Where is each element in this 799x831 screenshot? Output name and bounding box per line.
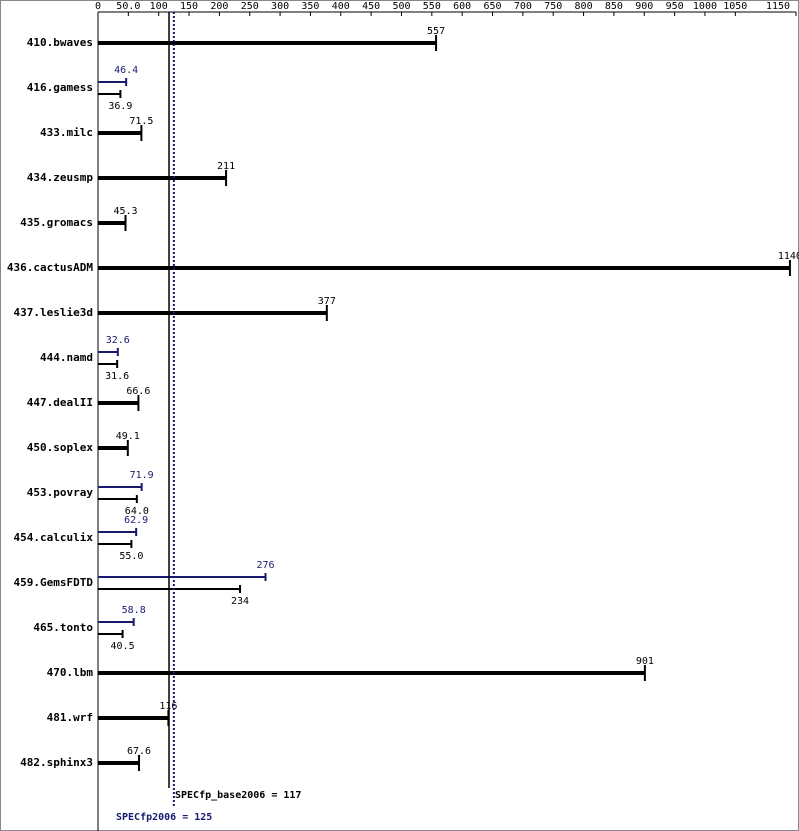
category-label: 410.bwaves xyxy=(27,36,93,49)
x-tick-label: 150 xyxy=(180,1,198,12)
x-tick-label: 500 xyxy=(392,1,410,12)
value-label: 66.6 xyxy=(126,386,150,397)
bar xyxy=(98,311,327,315)
category-label: 481.wrf xyxy=(47,711,93,724)
x-tick-label: 450 xyxy=(362,1,380,12)
bar xyxy=(98,351,118,353)
bar xyxy=(98,716,169,720)
value-label: 234 xyxy=(231,596,249,607)
value-label: 901 xyxy=(636,656,654,667)
x-tick-label: 800 xyxy=(575,1,593,12)
x-tick-label: 1050 xyxy=(723,1,747,12)
category-label: 436.cactusADM xyxy=(7,261,93,274)
category-label: 453.povray xyxy=(27,486,94,499)
category-label: 416.gamess xyxy=(27,81,93,94)
value-label: 46.4 xyxy=(114,65,138,76)
x-tick-label: 550 xyxy=(423,1,441,12)
category-label: 447.dealII xyxy=(27,396,93,409)
value-label: 557 xyxy=(427,26,445,37)
bar xyxy=(98,266,790,270)
value-label: 1140 xyxy=(778,251,799,262)
category-label: 454.calculix xyxy=(14,531,94,544)
category-label: 470.lbm xyxy=(47,666,94,679)
value-label: 67.6 xyxy=(127,746,151,757)
bar xyxy=(98,401,139,405)
bar xyxy=(98,576,266,578)
category-label: 437.leslie3d xyxy=(14,306,93,319)
x-tick-label: 600 xyxy=(453,1,471,12)
x-tick-label: 300 xyxy=(271,1,289,12)
value-label: 32.6 xyxy=(106,335,130,346)
category-label: 435.gromacs xyxy=(20,216,93,229)
x-tick-label: 250 xyxy=(241,1,259,12)
value-label: 55.0 xyxy=(119,551,143,562)
bar xyxy=(98,531,137,533)
value-label: 40.5 xyxy=(111,641,135,652)
category-label: 459.GemsFDTD xyxy=(14,576,94,589)
x-tick-label: 50.0 xyxy=(116,1,140,12)
x-tick-label: 700 xyxy=(514,1,532,12)
category-label: 434.zeusmp xyxy=(27,171,94,184)
value-label: 211 xyxy=(217,161,235,172)
category-label: 465.tonto xyxy=(33,621,93,634)
bar xyxy=(98,176,227,180)
x-tick-label: 750 xyxy=(544,1,562,12)
bar xyxy=(98,81,127,83)
bar xyxy=(98,446,128,450)
value-label: 71.5 xyxy=(129,116,153,127)
value-label: 62.9 xyxy=(124,515,148,526)
category-label: 433.milc xyxy=(40,126,93,139)
reference-label: SPECfp2006 = 125 xyxy=(116,812,212,823)
value-label: 31.6 xyxy=(105,371,129,382)
value-label: 58.8 xyxy=(122,605,146,616)
bar xyxy=(98,498,137,500)
x-tick-label: 100 xyxy=(150,1,168,12)
bar xyxy=(98,131,142,135)
value-label: 276 xyxy=(256,560,274,571)
reference-label: SPECfp_base2006 = 117 xyxy=(175,790,301,801)
category-label: 450.soplex xyxy=(27,441,94,454)
bar xyxy=(98,633,123,635)
bar xyxy=(98,671,645,675)
bar xyxy=(98,761,140,765)
value-label: 377 xyxy=(318,296,336,307)
bar xyxy=(98,486,142,488)
x-tick-label: 0 xyxy=(95,1,101,12)
value-label: 45.3 xyxy=(113,206,137,217)
value-label: 71.9 xyxy=(130,470,154,481)
value-label: 49.1 xyxy=(116,431,140,442)
bar xyxy=(98,543,132,545)
x-tick-label: 900 xyxy=(635,1,653,12)
x-tick-label: 350 xyxy=(301,1,319,12)
bar xyxy=(98,363,118,365)
x-tick-label: 950 xyxy=(666,1,684,12)
value-label: 64.0 xyxy=(125,506,149,517)
x-tick-label: 400 xyxy=(332,1,350,12)
bar xyxy=(98,41,437,45)
x-tick-label: 650 xyxy=(483,1,501,12)
category-label: 482.sphinx3 xyxy=(20,756,93,769)
x-tick-label: 850 xyxy=(605,1,623,12)
x-tick-label: 1150 xyxy=(766,1,790,12)
bar xyxy=(98,93,121,95)
category-label: 444.namd xyxy=(40,351,93,364)
value-label: 36.9 xyxy=(108,101,132,112)
bar xyxy=(98,621,134,623)
x-tick-label: 1000 xyxy=(693,1,717,12)
x-tick-label: 200 xyxy=(210,1,228,12)
bar xyxy=(98,221,126,225)
